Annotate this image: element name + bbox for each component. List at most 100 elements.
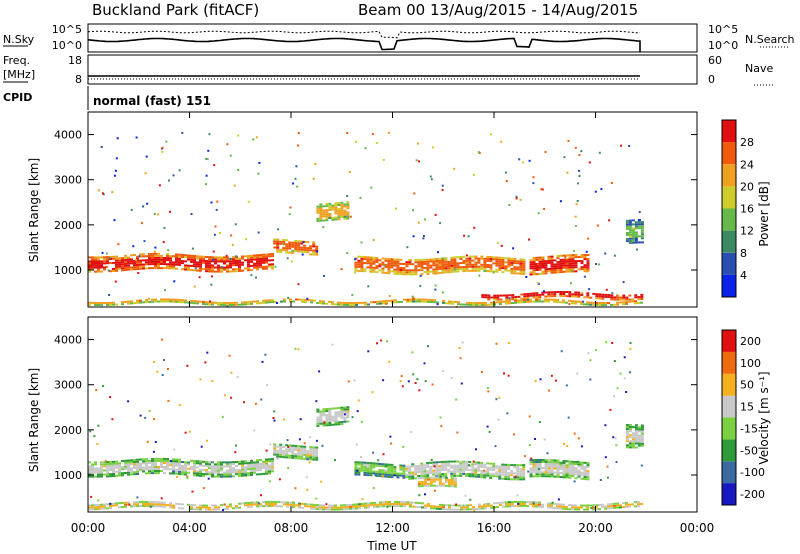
heatmap-cell bbox=[142, 500, 145, 503]
heatmap-cell bbox=[434, 272, 437, 275]
heatmap-cell bbox=[565, 268, 569, 271]
heatmap-cell bbox=[357, 471, 361, 474]
heatmap-cell bbox=[220, 467, 223, 470]
heatmap-cell bbox=[202, 303, 205, 305]
heatmap-cell bbox=[409, 300, 412, 303]
heatmap-cell bbox=[486, 468, 490, 471]
heatmap-cell bbox=[363, 471, 367, 474]
heatmap-cell bbox=[247, 474, 250, 477]
heatmap-cell bbox=[617, 294, 620, 297]
y-tick-label: 3000 bbox=[54, 174, 82, 187]
heatmap-cell bbox=[300, 449, 304, 452]
heatmap-cell bbox=[100, 467, 103, 470]
heatmap-cell bbox=[562, 293, 566, 295]
heatmap-cell bbox=[438, 467, 442, 470]
heatmap-cell bbox=[568, 295, 572, 298]
heatmap-cell bbox=[319, 416, 323, 419]
heatmap-cell bbox=[288, 454, 292, 457]
heatmap-cell bbox=[388, 360, 391, 363]
heatmap-cell bbox=[423, 477, 426, 480]
heatmap-cell bbox=[214, 258, 217, 261]
x-tick-label: 20:00 bbox=[578, 521, 613, 535]
heatmap-cell bbox=[382, 379, 385, 382]
heatmap-cell bbox=[445, 508, 448, 511]
heatmap-cell bbox=[501, 463, 505, 466]
heatmap-cell bbox=[214, 225, 217, 228]
heatmap-cell bbox=[556, 263, 560, 266]
heatmap-cell bbox=[300, 445, 304, 448]
heatmap-cell bbox=[151, 257, 154, 259]
heatmap-cell bbox=[328, 204, 332, 207]
heatmap-cell bbox=[400, 503, 403, 506]
heatmap-cell bbox=[130, 463, 133, 466]
heatmap-cell bbox=[88, 467, 91, 470]
heatmap-cell bbox=[306, 249, 310, 252]
heatmap-cell bbox=[393, 468, 397, 471]
heatmap-cell bbox=[136, 265, 139, 268]
heatmap-cell bbox=[504, 265, 508, 268]
heatmap-cell bbox=[522, 468, 526, 471]
heatmap-cell bbox=[423, 476, 427, 479]
heatmap-cell bbox=[577, 260, 581, 263]
heatmap-cell bbox=[253, 467, 256, 470]
heatmap-cell bbox=[529, 300, 532, 303]
nave-label: Nave bbox=[745, 62, 773, 75]
heatmap-cell bbox=[504, 261, 508, 264]
heatmap-cell bbox=[466, 506, 469, 509]
heatmap-cell bbox=[393, 272, 397, 275]
heatmap-cell bbox=[529, 259, 533, 262]
heatmap-cell bbox=[456, 266, 460, 269]
heatmap-cell bbox=[328, 215, 332, 217]
heatmap-cell bbox=[178, 507, 181, 510]
heatmap-cell bbox=[447, 464, 451, 467]
heatmap-cell bbox=[235, 262, 238, 264]
heatmap-cell bbox=[146, 440, 149, 443]
colorbar-tick-label: 100 bbox=[740, 357, 761, 370]
heatmap-cell bbox=[232, 507, 235, 510]
heatmap-cell bbox=[432, 260, 436, 263]
heatmap-cell bbox=[390, 266, 394, 269]
heatmap-cell bbox=[208, 133, 211, 136]
heatmap-cell bbox=[142, 462, 145, 465]
heatmap-cell bbox=[328, 508, 331, 511]
heatmap-cell bbox=[297, 240, 301, 243]
heatmap-cell bbox=[346, 410, 350, 413]
heatmap-cell bbox=[166, 267, 169, 270]
heatmap-cell bbox=[495, 270, 499, 273]
heatmap-cell bbox=[403, 501, 406, 504]
heatmap-cell bbox=[631, 446, 635, 449]
heatmap-cell bbox=[631, 442, 635, 445]
heatmap-cell bbox=[372, 466, 376, 469]
heatmap-cell bbox=[471, 471, 475, 474]
heatmap-cell bbox=[631, 237, 635, 240]
heatmap-cell bbox=[414, 259, 418, 262]
heatmap-cell bbox=[268, 503, 271, 505]
heatmap-cell bbox=[328, 420, 332, 422]
heatmap-cell bbox=[435, 463, 439, 466]
colorbar-swatch bbox=[722, 120, 736, 143]
heatmap-cell bbox=[441, 484, 445, 487]
heatmap-cell bbox=[259, 463, 262, 465]
heatmap-cell bbox=[628, 444, 632, 447]
heatmap-cell bbox=[453, 167, 456, 170]
heatmap-cell bbox=[97, 475, 100, 478]
heatmap-cell bbox=[90, 495, 93, 498]
heatmap-cell bbox=[364, 504, 367, 507]
heatmap-cell bbox=[441, 291, 444, 294]
heatmap-cell bbox=[292, 506, 295, 509]
colorbar-tick-label: 200 bbox=[740, 335, 761, 348]
heatmap-cell bbox=[507, 261, 511, 264]
heatmap-cell bbox=[574, 270, 578, 273]
heatmap-cell bbox=[257, 502, 260, 505]
heatmap-cell bbox=[427, 298, 430, 301]
heatmap-cell bbox=[133, 254, 136, 256]
heatmap-cell bbox=[283, 298, 286, 301]
heatmap-cell bbox=[97, 262, 100, 265]
heatmap-cell bbox=[300, 453, 304, 456]
heatmap-cell bbox=[124, 260, 127, 263]
heatmap-cell bbox=[625, 221, 629, 224]
heatmap-cell bbox=[127, 501, 130, 504]
heatmap-cell bbox=[565, 472, 569, 475]
heatmap-cell bbox=[343, 301, 346, 304]
heatmap-cell bbox=[322, 420, 326, 423]
